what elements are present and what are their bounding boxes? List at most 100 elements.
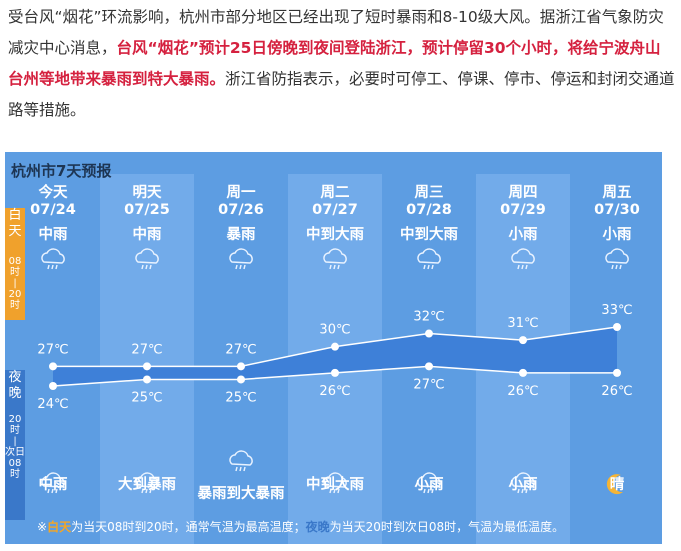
rain-drop <box>525 264 528 270</box>
article-text: 台风“烟花”预计25日傍晚到夜间登陆浙江，预计停留30个小时，将给宁波舟山台州等… <box>8 39 661 88</box>
night-weather: 中到大雨 <box>306 477 364 493</box>
rain-drop <box>423 264 426 270</box>
foot-night: 夜晚 <box>305 520 330 534</box>
cloud-icon <box>41 248 65 264</box>
rain-drop <box>427 264 430 270</box>
date: 07/30 <box>594 202 640 218</box>
date: 07/27 <box>312 202 358 218</box>
cloud-icon <box>417 248 441 264</box>
temp-chart: 27℃ 27℃ 27℃ 30℃ 32℃ 31℃ 33℃ 24℃ 25℃ 25℃ 26℃ 27℃ 26℃ 2… <box>6 174 662 544</box>
rain-drop <box>243 466 246 472</box>
footnote: ※白天为当天08时到20时，通常气温为最高温度；夜晚为当天20时到次日08时，气… <box>37 518 564 535</box>
temp-point <box>237 362 245 371</box>
rain-drop <box>55 264 58 270</box>
day-name: 明天 <box>132 185 162 201</box>
date: 07/26 <box>218 202 264 218</box>
rain-drop <box>521 264 524 270</box>
cloud-icon <box>511 248 535 264</box>
temp-point <box>613 323 621 331</box>
rain-drop <box>149 488 152 494</box>
temp-point <box>143 375 151 384</box>
rain-drop <box>141 264 144 270</box>
date: 07/29 <box>500 202 546 218</box>
temp-label: 33℃ <box>601 303 632 318</box>
day-name: 周四 <box>508 185 538 201</box>
cloud-icon <box>605 248 629 264</box>
day-name: 今天 <box>38 185 68 201</box>
rain-drop <box>611 264 614 270</box>
temp-band <box>53 327 617 386</box>
day-name: 周二 <box>320 185 350 201</box>
rain-drop <box>333 264 336 270</box>
cloud-icon <box>323 472 347 488</box>
day-weather: 中雨 <box>38 227 68 243</box>
day-weather: 中雨 <box>132 227 162 243</box>
rain-drop <box>333 488 336 494</box>
day-to: 20时 <box>8 289 22 311</box>
rain-drop <box>423 488 426 494</box>
night-to: 次日08时 <box>5 447 25 480</box>
foot-night-text: 为当天20时到次日08时，气温为最低温度。 <box>329 520 565 534</box>
temp-label: 26℃ <box>507 384 538 399</box>
day-label: 白天 <box>8 208 22 239</box>
rain-drop <box>517 488 520 494</box>
rain-drop <box>243 264 246 270</box>
rain-drop <box>51 264 54 270</box>
temp-label: 30℃ <box>319 323 350 338</box>
rain-drop <box>619 264 622 270</box>
day-weather: 小雨 <box>508 227 538 243</box>
night-weather: 晴 <box>609 477 625 493</box>
rain-drop <box>517 264 520 270</box>
rain-drop <box>145 488 148 494</box>
night-weather: 大到暴雨 <box>118 477 176 493</box>
rain-drop <box>47 264 50 270</box>
article-text: 受台风“烟花”环流影响，杭州市部分地区已经出现了短时暴雨和8-10级大风。据浙江… <box>8 8 664 57</box>
moon-icon <box>606 474 623 495</box>
rain-drop <box>525 488 528 494</box>
night-weather: 中雨 <box>38 477 68 493</box>
rain-drop <box>431 488 434 494</box>
night-from: 20时 <box>8 414 22 436</box>
temp-point <box>237 375 245 384</box>
date: 07/25 <box>124 202 170 218</box>
day-weather: 中到大雨 <box>400 227 458 243</box>
temp-label: 27℃ <box>131 342 162 357</box>
temp-point <box>425 362 433 371</box>
forecast-widget: 27℃ 27℃ 27℃ 30℃ 32℃ 31℃ 33℃ 24℃ 25℃ 25℃ 26℃ 27℃ 26℃ 2… <box>5 152 662 544</box>
rain-drop <box>521 488 524 494</box>
night-box: 夜晚 <box>5 370 25 414</box>
temp-point <box>49 362 57 371</box>
cloud-icon <box>41 472 65 488</box>
rain-drop <box>239 264 242 270</box>
temp-point <box>613 368 621 377</box>
cloud-icon <box>323 248 347 264</box>
rain-drop <box>145 264 148 270</box>
foot-day-text: 为当天08时到20时，通常气温为最高温度； <box>71 520 306 534</box>
temp-point <box>143 362 151 371</box>
foot-mark: ※ <box>37 520 48 534</box>
rain-drop <box>51 488 54 494</box>
temp-label: 24℃ <box>37 397 68 412</box>
article: 受台风“烟花”环流影响，杭州市部分地区已经出现了短时暴雨和8-10级大风。据浙江… <box>8 2 676 126</box>
rain-drop <box>141 488 144 494</box>
article-text: 浙江省防指表示，必要时可停工、停课、停市、停运和封闭交通道路等措施。 <box>8 70 675 119</box>
date: 07/24 <box>30 202 76 218</box>
date: 07/28 <box>406 202 452 218</box>
cloud-icon <box>229 248 253 264</box>
rain-drop <box>239 466 242 472</box>
foot-day: 白天 <box>47 520 72 534</box>
temp-label: 26℃ <box>601 384 632 399</box>
widget-title: 杭州市7天预报 <box>11 162 112 180</box>
temp-point <box>331 342 339 351</box>
day-weather: 暴雨 <box>226 227 256 243</box>
temp-label: 26℃ <box>319 384 350 399</box>
temp-point <box>425 329 433 338</box>
column-bg <box>100 174 194 544</box>
night-weather: 小雨 <box>414 477 444 493</box>
day-box: 白天 <box>5 208 25 256</box>
cloud-icon <box>135 472 159 488</box>
rain-drop <box>55 488 58 494</box>
temp-point <box>49 382 57 390</box>
rain-drop <box>427 488 430 494</box>
